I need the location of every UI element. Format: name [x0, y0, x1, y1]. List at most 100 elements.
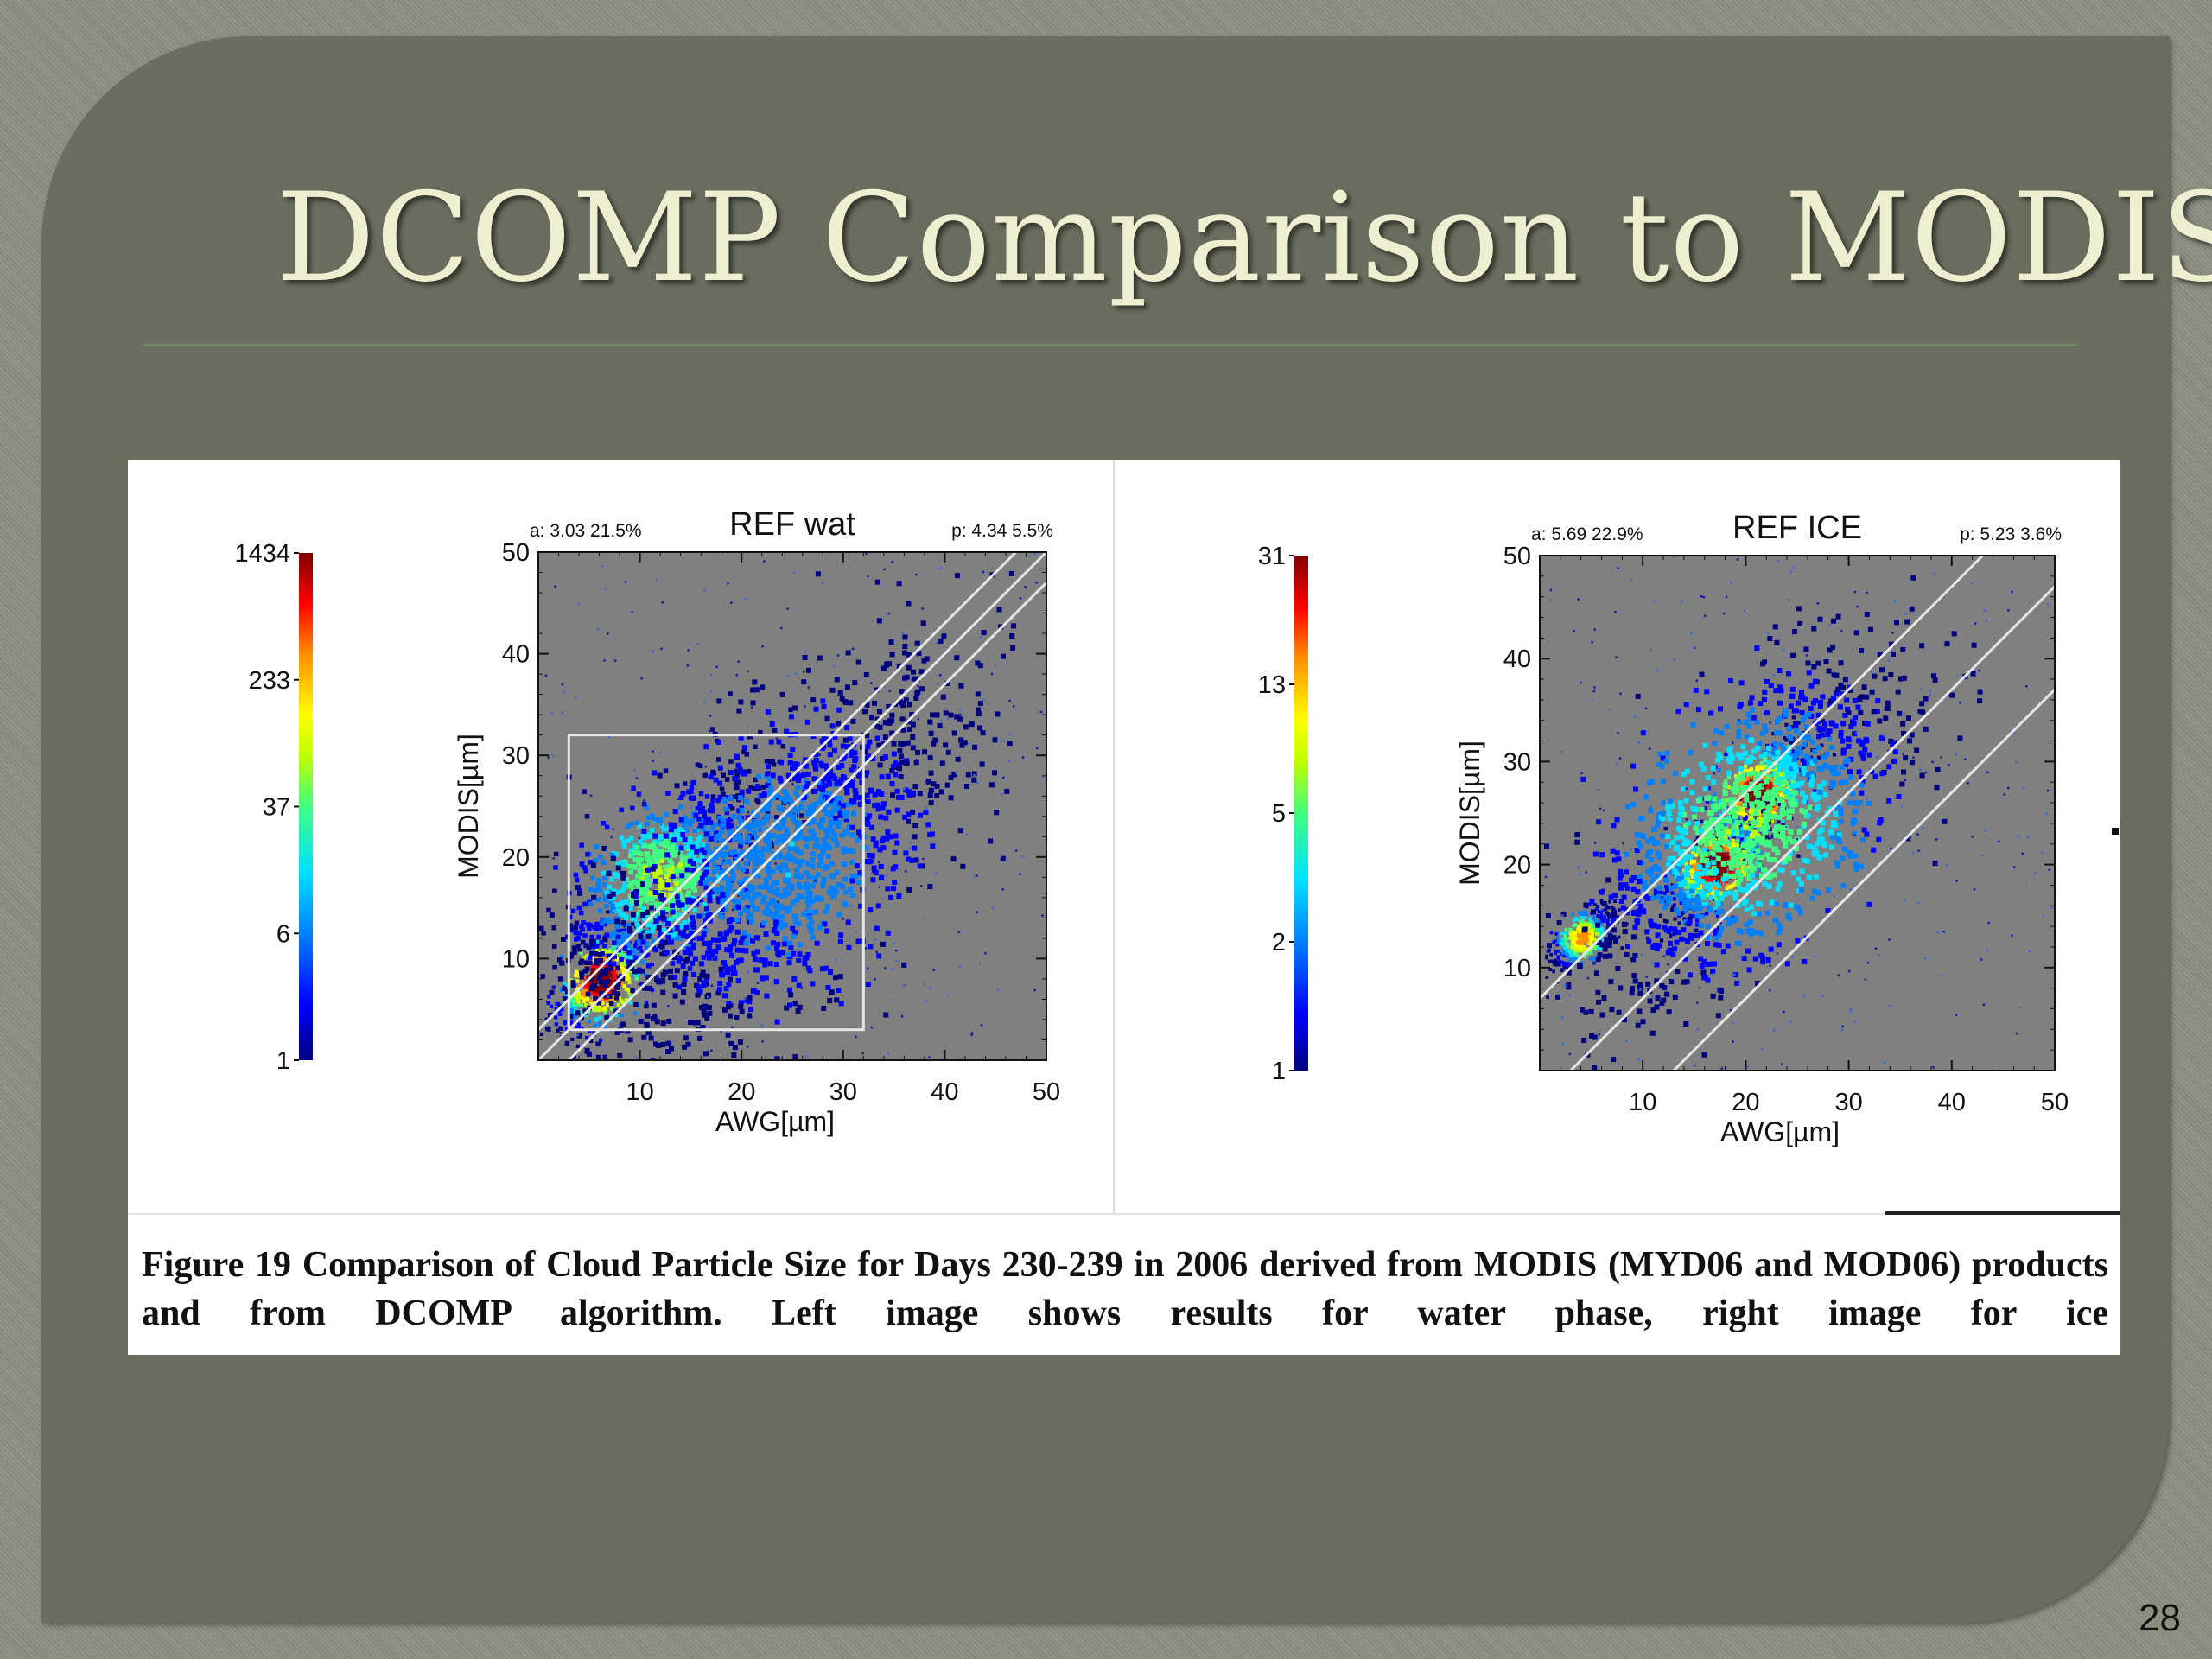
- density-cell: [602, 989, 607, 994]
- density-cell: [612, 930, 618, 936]
- density-cell: [894, 788, 900, 794]
- density-cell: [575, 696, 577, 699]
- density-cell: [1708, 865, 1713, 870]
- density-cell: [784, 827, 790, 833]
- density-cell: [717, 931, 723, 938]
- density-cell: [787, 675, 790, 677]
- density-cell: [803, 757, 809, 763]
- density-cell: [827, 825, 833, 831]
- density-cell: [789, 885, 795, 891]
- density-cell: [661, 841, 667, 846]
- density-cell: [690, 895, 696, 901]
- density-cell: [737, 752, 740, 755]
- density-cell: [778, 893, 784, 899]
- density-cell: [775, 950, 781, 957]
- density-cell: [547, 1027, 551, 1032]
- density-cell: [743, 948, 749, 954]
- density-cell: [766, 778, 772, 784]
- density-cell: [1586, 951, 1589, 955]
- density-cell: [582, 901, 588, 907]
- density-cell: [658, 885, 664, 890]
- density-cell: [1705, 904, 1709, 909]
- density-cell: [664, 852, 670, 858]
- density-cell: [715, 798, 721, 804]
- x-tick-label: 50: [1033, 1078, 1060, 1106]
- density-cell: [765, 905, 771, 911]
- density-cell: [909, 711, 915, 717]
- density-cell: [698, 823, 704, 829]
- density-cell: [774, 880, 780, 886]
- density-cell: [724, 947, 730, 953]
- density-cell: [735, 762, 741, 768]
- density-cell: [752, 868, 758, 874]
- density-cell: [736, 779, 742, 785]
- density-cell: [1562, 945, 1567, 950]
- density-cell: [1712, 791, 1717, 796]
- density-cell: [747, 1045, 749, 1048]
- density-cell: [621, 885, 627, 890]
- density-cell: [627, 1037, 633, 1043]
- density-cell: [827, 845, 833, 851]
- density-cell: [697, 1035, 703, 1041]
- density-cell: [1682, 917, 1687, 921]
- density-cell: [736, 808, 742, 814]
- density-cell: [719, 786, 725, 792]
- density-cell: [743, 998, 747, 1001]
- density-cell: [788, 992, 794, 998]
- density-cell: [849, 748, 855, 754]
- density-cell: [588, 982, 593, 988]
- density-cell: [809, 810, 815, 817]
- density-cell: [622, 880, 628, 887]
- density-cell: [620, 950, 624, 955]
- density-cell: [918, 669, 925, 675]
- density-cell: [754, 813, 760, 819]
- density-cell: [812, 868, 815, 870]
- density-cell: [834, 997, 840, 1003]
- density-cell: [709, 804, 715, 810]
- title-underline: [143, 344, 2078, 346]
- density-cell: [1576, 953, 1580, 957]
- density-cell: [1592, 927, 1595, 931]
- density-cell: [927, 755, 933, 761]
- density-cell: [1712, 883, 1717, 888]
- density-cell: [704, 1015, 710, 1021]
- density-cell: [568, 1014, 574, 1020]
- density-cell: [900, 1015, 904, 1018]
- density-cell: [691, 924, 697, 930]
- density-cell: [802, 956, 808, 962]
- density-cell: [1739, 833, 1744, 837]
- density-cell: [836, 707, 842, 713]
- density-cell: [988, 838, 994, 844]
- density-cell: [880, 805, 886, 811]
- density-cell: [982, 698, 986, 702]
- density-cell: [639, 982, 645, 988]
- density-cell: [896, 794, 902, 800]
- density-cell: [817, 799, 823, 805]
- density-cell: [1783, 735, 1787, 741]
- density-cell: [725, 890, 731, 896]
- density-cell: [698, 1005, 704, 1011]
- density-cell: [875, 802, 881, 808]
- density-cell: [938, 638, 944, 644]
- density-cell: [805, 951, 811, 957]
- density-cell: [843, 889, 849, 895]
- density-cell: [728, 1013, 734, 1019]
- density-cell: [573, 1009, 577, 1014]
- density-cell: [728, 1040, 734, 1046]
- density-cell: [1617, 935, 1621, 939]
- density-cell: [683, 906, 689, 911]
- density-cell: [765, 771, 771, 777]
- density-cell: [564, 1027, 569, 1031]
- density-cell: [847, 735, 853, 741]
- density-cell: [774, 862, 777, 865]
- density-cell: [1021, 855, 1024, 858]
- density-cell: [620, 888, 626, 893]
- density-cell: [1760, 788, 1764, 792]
- density-cell: [906, 811, 912, 817]
- density-cell: [616, 950, 621, 956]
- density-cell: [657, 772, 663, 779]
- density-cell: [718, 848, 723, 854]
- colorbar-tick-label: 6: [276, 920, 290, 948]
- density-cell: [1552, 940, 1556, 944]
